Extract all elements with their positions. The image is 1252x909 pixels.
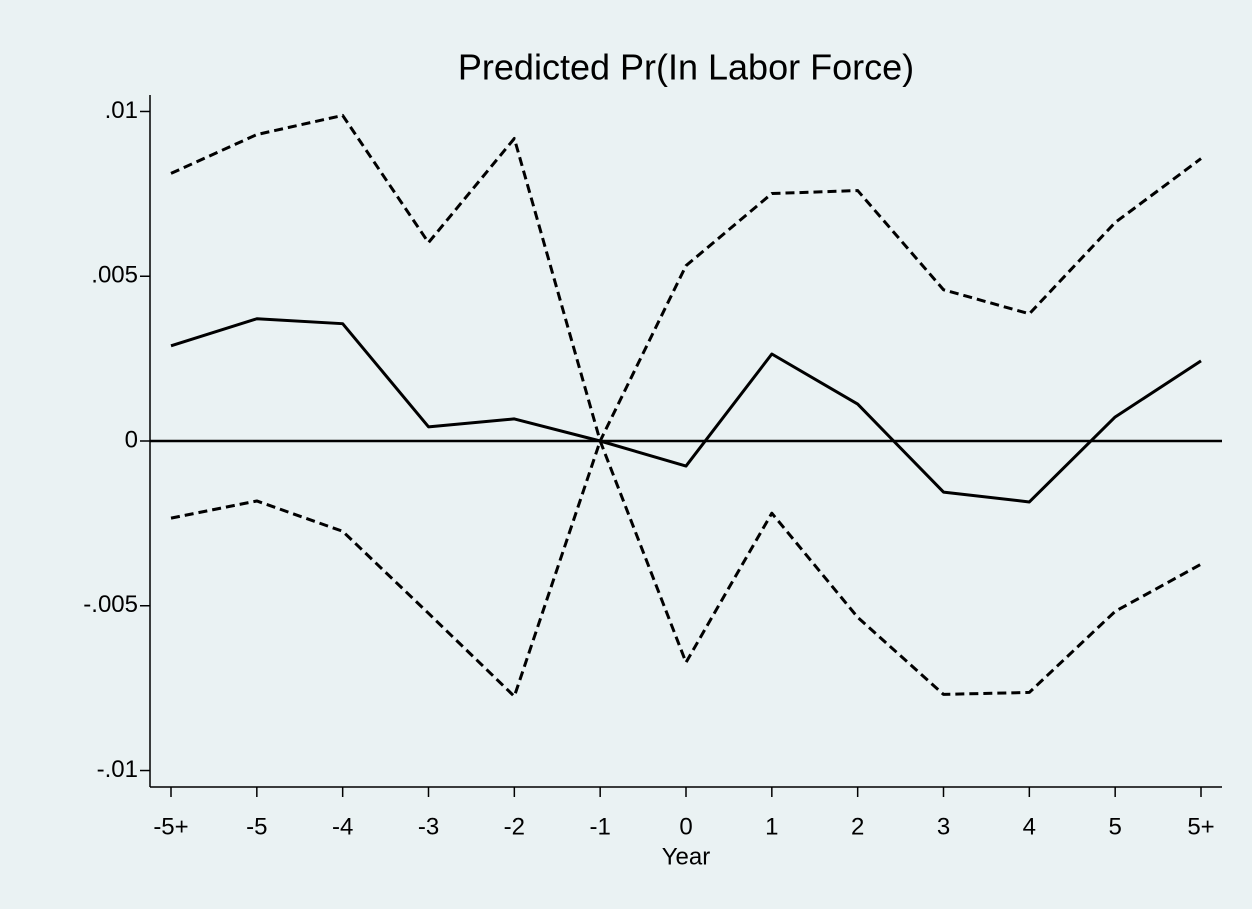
series-line: [170, 439, 1202, 698]
x-tick-label: -5+: [153, 813, 188, 840]
series-line: [170, 113, 1202, 443]
y-tick-label: 0: [125, 426, 138, 453]
series-line: [170, 317, 1202, 504]
x-tick-label: 4: [1023, 813, 1036, 840]
x-tick-label: 1: [765, 813, 778, 840]
x-tick-label: 5: [1108, 813, 1121, 840]
x-tick-label: 5+: [1187, 813, 1214, 840]
y-tick-label: -.01: [97, 756, 138, 783]
x-tick-label: -4: [332, 813, 353, 840]
y-tick-label: -.005: [83, 591, 138, 618]
x-tick-label: -5: [246, 813, 267, 840]
x-tick-label: -2: [504, 813, 525, 840]
chart-title: Predicted Pr(In Labor Force): [458, 47, 914, 88]
x-tick-label: -1: [589, 813, 610, 840]
x-axis-label: Year: [662, 843, 711, 870]
x-tick-label: 0: [679, 813, 692, 840]
x-tick-label: 3: [937, 813, 950, 840]
y-tick-label: .01: [105, 97, 138, 124]
y-tick-label: .005: [91, 262, 138, 289]
x-tick-label: -3: [418, 813, 439, 840]
x-tick-label: 2: [851, 813, 864, 840]
